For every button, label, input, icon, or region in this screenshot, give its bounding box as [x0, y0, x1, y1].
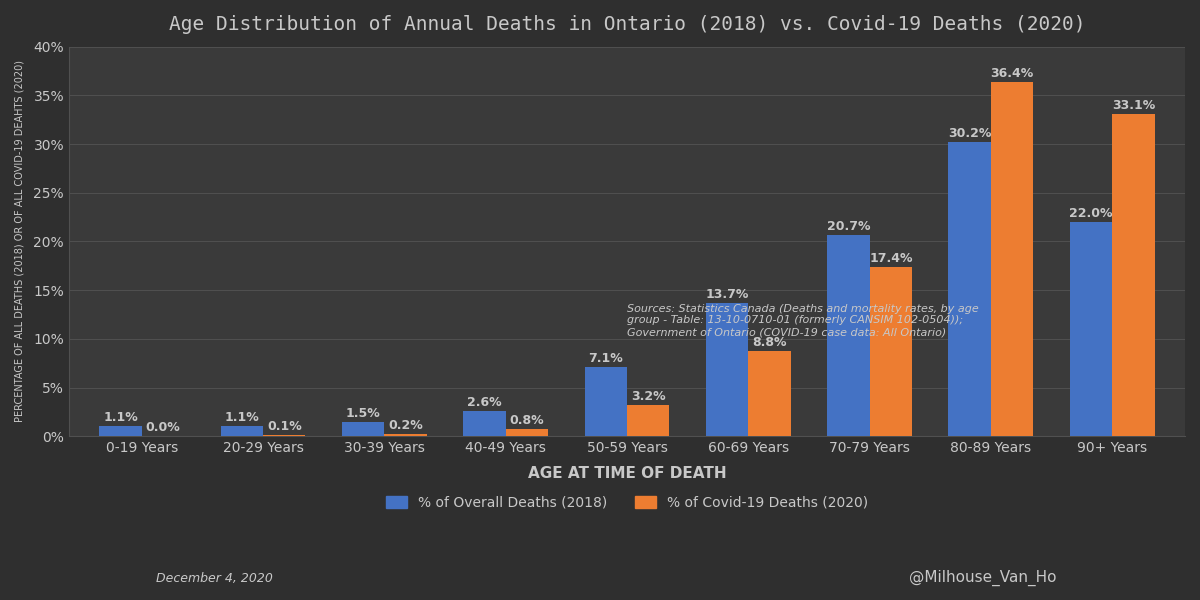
- Text: December 4, 2020: December 4, 2020: [156, 572, 272, 585]
- Text: 1.5%: 1.5%: [346, 407, 380, 420]
- Text: 0.8%: 0.8%: [510, 413, 545, 427]
- Bar: [100, 425, 142, 436]
- Text: 36.4%: 36.4%: [990, 67, 1033, 80]
- Bar: [706, 303, 749, 436]
- Text: 3.2%: 3.2%: [631, 390, 666, 403]
- Text: 1.1%: 1.1%: [224, 410, 259, 424]
- Bar: [221, 425, 263, 436]
- Text: 22.0%: 22.0%: [1069, 207, 1112, 220]
- Text: 7.1%: 7.1%: [588, 352, 623, 365]
- Text: 30.2%: 30.2%: [948, 127, 991, 140]
- Bar: [991, 82, 1033, 436]
- Bar: [948, 142, 991, 436]
- Text: Sources: Statistics Canada (Deaths and mortality rates, by age
group - Table: 13: Sources: Statistics Canada (Deaths and m…: [626, 304, 979, 337]
- Text: @Milhouse_Van_Ho: @Milhouse_Van_Ho: [908, 570, 1056, 586]
- Bar: [1069, 222, 1112, 436]
- Bar: [584, 367, 626, 436]
- Text: 8.8%: 8.8%: [752, 335, 787, 349]
- Text: 33.1%: 33.1%: [1112, 99, 1156, 112]
- Bar: [384, 434, 427, 436]
- Bar: [342, 422, 384, 436]
- Y-axis label: PERCENTAGE OF ALL DEATHS (2018) OR OF ALL COVID-19 DEAHTS (2020): PERCENTAGE OF ALL DEATHS (2018) OR OF AL…: [14, 61, 25, 422]
- Bar: [505, 428, 548, 436]
- Bar: [749, 350, 791, 436]
- Text: 0.2%: 0.2%: [389, 419, 422, 433]
- X-axis label: AGE AT TIME OF DEATH: AGE AT TIME OF DEATH: [528, 466, 726, 481]
- Text: 20.7%: 20.7%: [827, 220, 870, 233]
- Bar: [463, 411, 505, 436]
- Bar: [1112, 114, 1154, 436]
- Title: Age Distribution of Annual Deaths in Ontario (2018) vs. Covid-19 Deaths (2020): Age Distribution of Annual Deaths in Ont…: [169, 15, 1085, 34]
- Legend: % of Overall Deaths (2018), % of Covid-19 Deaths (2020): % of Overall Deaths (2018), % of Covid-1…: [380, 490, 874, 515]
- Text: 0.0%: 0.0%: [145, 421, 180, 434]
- Text: 13.7%: 13.7%: [706, 288, 749, 301]
- Text: 17.4%: 17.4%: [869, 252, 912, 265]
- Text: 1.1%: 1.1%: [103, 410, 138, 424]
- Bar: [626, 405, 670, 436]
- Bar: [827, 235, 870, 436]
- Bar: [870, 267, 912, 436]
- Text: 0.1%: 0.1%: [266, 421, 301, 433]
- Text: 2.6%: 2.6%: [467, 396, 502, 409]
